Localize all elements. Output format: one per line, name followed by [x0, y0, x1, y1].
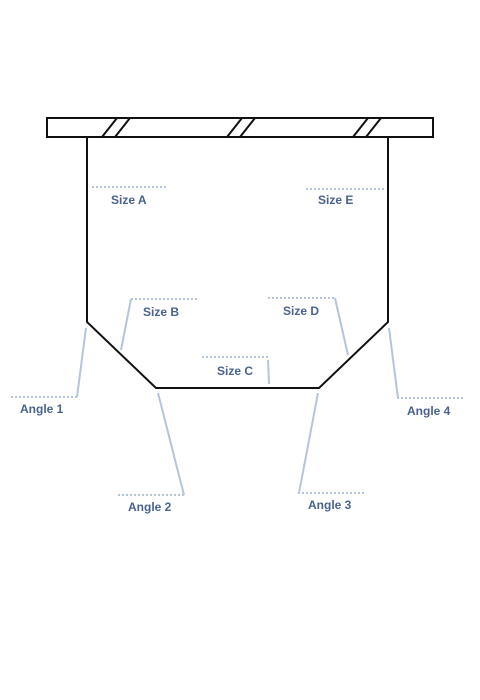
leader-angle-2	[118, 392, 185, 496]
hopper-outline	[86, 137, 389, 389]
label-size-e: Size E	[318, 193, 354, 207]
label-size-b: Size B	[143, 305, 180, 319]
label-angle-3: Angle 3	[308, 498, 352, 512]
label-angle-4: Angle 4	[407, 404, 451, 418]
flange-break-marks	[101, 117, 382, 138]
label-size-d: Size D	[283, 304, 320, 318]
leader-angle-4	[388, 327, 464, 399]
label-size-a: Size A	[111, 193, 147, 207]
leader-angle-1	[11, 327, 87, 398]
leader-size-c	[202, 356, 270, 385]
label-angle-2: Angle 2	[128, 500, 172, 514]
leader-size-d	[268, 297, 349, 356]
leader-angle-3	[298, 392, 365, 494]
label-angle-1: Angle 1	[20, 402, 64, 416]
leader-size-b	[120, 298, 198, 351]
label-size-c: Size C	[217, 364, 254, 378]
